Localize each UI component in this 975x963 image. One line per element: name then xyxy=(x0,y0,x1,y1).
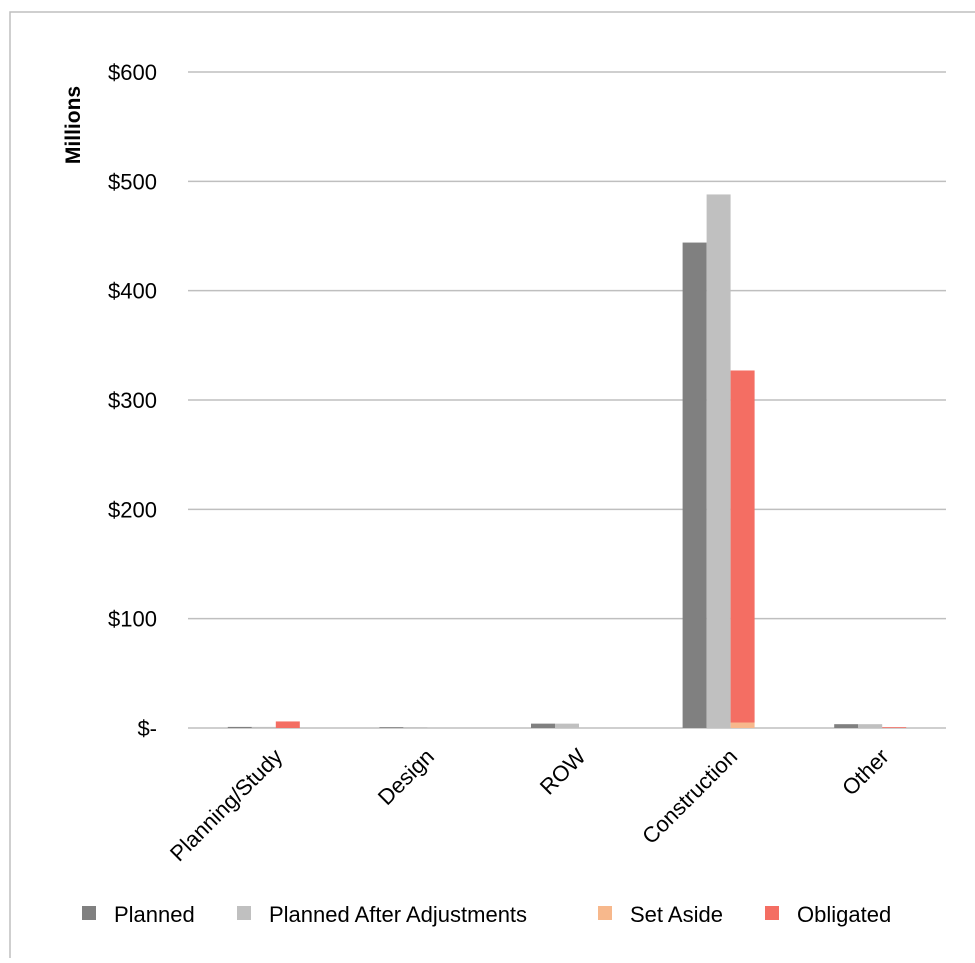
legend-swatch xyxy=(237,906,251,920)
bar-planned-after-adjustments-planning-study xyxy=(251,726,276,728)
legend-swatch xyxy=(765,906,779,920)
x-axis-ticks: Planning/Study Design ROW Construction Other xyxy=(165,744,894,866)
y-axis-ticks: $- $100 $200 $300 $400 $500 $600 xyxy=(108,60,157,741)
legend-label: Planned After Adjustments xyxy=(269,902,527,927)
bar-planned-row xyxy=(531,723,555,728)
y-axis-label: Millions xyxy=(62,86,85,164)
y-tick-label: $300 xyxy=(108,388,157,413)
bar-obligated-construction xyxy=(730,370,755,723)
bar-set-aside-construction xyxy=(730,722,755,728)
bar-planned-after-adjustments-row xyxy=(555,723,579,728)
gridlines xyxy=(188,71,946,729)
x-tick-label: Planning/Study xyxy=(165,744,287,866)
y-tick-label: $- xyxy=(137,716,157,741)
x-tick-label: Design xyxy=(373,744,439,810)
y-tick-label: $200 xyxy=(108,497,157,522)
bar-planned-planning-study xyxy=(227,726,252,728)
y-tick-label: $500 xyxy=(108,169,157,194)
bar-obligated-planning-study xyxy=(275,721,300,728)
legend-swatch xyxy=(598,906,612,920)
x-tick-label: Other xyxy=(837,744,894,801)
y-tick-label: $400 xyxy=(108,279,157,304)
x-tick-label: ROW xyxy=(535,744,591,800)
bar-planned-after-adjustments-other xyxy=(858,724,883,728)
y-tick-label: $600 xyxy=(108,60,157,85)
bar-planned-design xyxy=(379,727,404,728)
legend-label: Obligated xyxy=(797,902,891,927)
legend-label: Set Aside xyxy=(630,902,723,927)
bar-obligated-other xyxy=(882,727,907,728)
bar-planned-other xyxy=(834,724,859,728)
bars xyxy=(227,194,907,728)
legend-label: Planned xyxy=(114,902,195,927)
y-tick-label: $100 xyxy=(108,607,157,632)
bar-planned-after-adjustments-design xyxy=(403,727,428,728)
bar-planned-construction xyxy=(682,242,707,728)
x-tick-label: Construction xyxy=(637,744,742,849)
chart-border xyxy=(9,11,975,958)
bar-planned-after-adjustments-construction xyxy=(706,194,731,728)
legend-swatch xyxy=(82,906,96,920)
legend: Planned Planned After Adjustments Set Asid… xyxy=(82,902,891,927)
